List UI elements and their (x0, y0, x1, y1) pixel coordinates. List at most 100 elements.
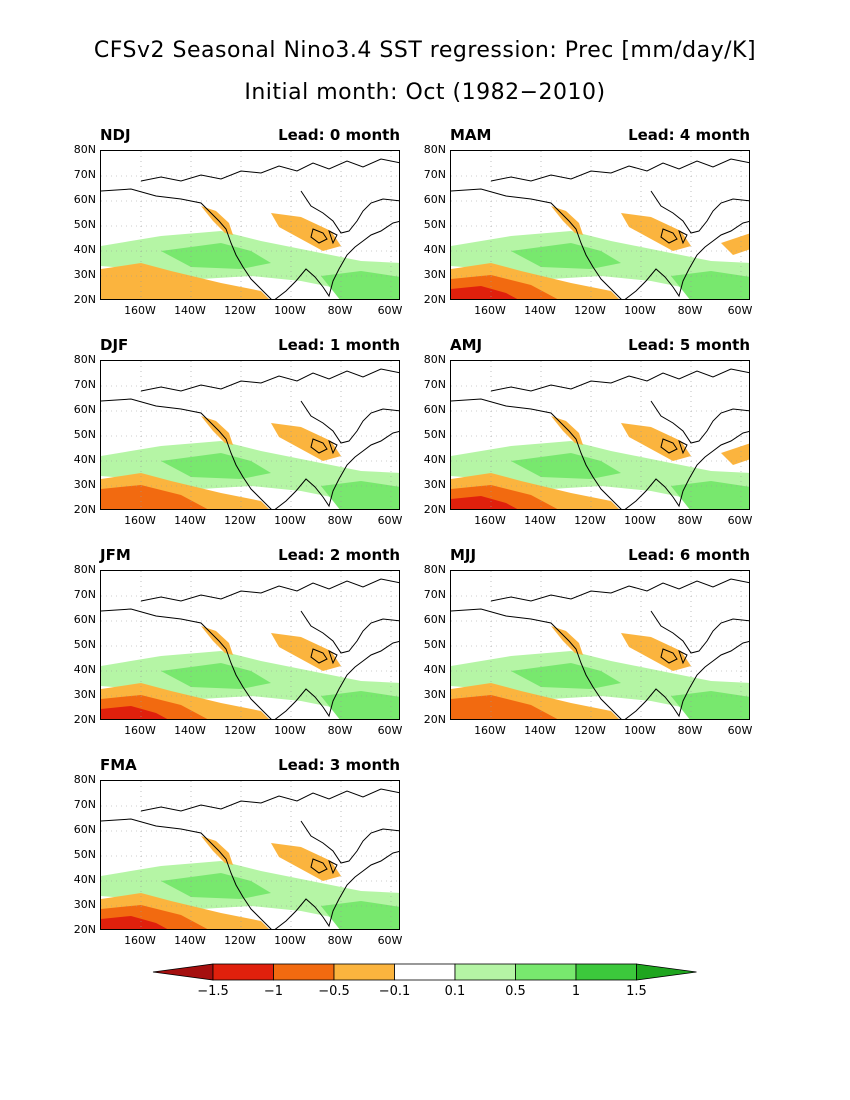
anomaly-contour (551, 206, 583, 235)
longitude-tick-label: 60W (727, 724, 753, 737)
anomaly-contour (101, 706, 168, 719)
map-panel (450, 360, 750, 510)
anomaly-contour (201, 626, 233, 655)
latitude-tick-label: 80N (73, 563, 96, 576)
anomaly-contour (451, 286, 518, 299)
latitude-tick-label: 30N (73, 898, 96, 911)
coastline (101, 398, 399, 509)
arctic-coastline (140, 788, 399, 864)
longitude-tick-label: 60W (377, 724, 403, 737)
latitude-tick-label: 30N (73, 268, 96, 281)
latitude-tick-label: 70N (73, 168, 96, 181)
panel-season-label: AMJ (450, 336, 483, 354)
anomaly-contour (511, 663, 621, 689)
latitude-tick-label: 60N (73, 403, 96, 416)
coastline (101, 188, 399, 299)
latitude-tick-label: 20N (73, 923, 96, 936)
longitude-tick-label: 160W (124, 304, 156, 317)
anomaly-contour (451, 496, 518, 509)
longitude-tick-label: 80W (327, 934, 353, 947)
latitude-tick-label: 70N (73, 588, 96, 601)
latitude-tick-label: 50N (73, 428, 96, 441)
longitude-tick-label: 100W (274, 304, 306, 317)
colorbar-tick-label: 0.5 (505, 984, 526, 999)
arctic-coastline (490, 158, 749, 234)
latitude-tick-label: 60N (73, 193, 96, 206)
longitude-tick-label: 140W (524, 514, 556, 527)
anomaly-contour (721, 233, 749, 255)
longitude-tick-label: 60W (727, 514, 753, 527)
latitude-tick-label: 40N (73, 873, 96, 886)
latitude-tick-label: 60N (423, 403, 446, 416)
latitude-tick-label: 40N (423, 663, 446, 676)
map-panel (100, 150, 400, 300)
latitude-tick-label: 50N (423, 218, 446, 231)
great-lakes (310, 858, 338, 875)
longitude-tick-label: 120W (574, 304, 606, 317)
latitude-tick-label: 30N (423, 478, 446, 491)
panel-lead-label: Lead: 2 month (278, 546, 400, 564)
regression-map (101, 781, 399, 929)
panel-lead-label: Lead: 4 month (628, 126, 750, 144)
arctic-coastline (140, 368, 399, 444)
regression-map (451, 151, 749, 299)
regression-map (101, 151, 399, 299)
colorbar-tick-label: 0.1 (444, 984, 466, 999)
map-panel (450, 570, 750, 720)
anomaly-contour (511, 243, 621, 269)
latitude-tick-label: 60N (73, 613, 96, 626)
anomaly-contour (201, 836, 233, 865)
latitude-tick-label: 50N (73, 638, 96, 651)
anomaly-contour (671, 691, 749, 719)
panel-lead-label: Lead: 6 month (628, 546, 750, 564)
arctic-coastline (140, 158, 399, 234)
latitude-tick-label: 70N (73, 378, 96, 391)
latitude-tick-label: 30N (73, 688, 96, 701)
anomaly-contour (101, 916, 168, 929)
longitude-tick-label: 120W (224, 514, 256, 527)
panel-season-label: JFM (100, 546, 131, 564)
anomaly-contour (621, 633, 691, 671)
latitude-tick-label: 60N (423, 193, 446, 206)
map-panel (450, 150, 750, 300)
longitude-tick-label: 140W (524, 724, 556, 737)
anomaly-contour (201, 416, 233, 445)
longitude-tick-label: 80W (327, 724, 353, 737)
panel-season-label: NDJ (100, 126, 131, 144)
longitude-tick-label: 160W (124, 514, 156, 527)
latitude-tick-label: 70N (423, 378, 446, 391)
longitude-tick-label: 80W (327, 304, 353, 317)
latitude-tick-label: 30N (73, 478, 96, 491)
latitude-tick-label: 70N (423, 588, 446, 601)
latitude-tick-label: 20N (423, 293, 446, 306)
anomaly-contour (451, 695, 558, 719)
colorbar-segment (273, 963, 335, 981)
coastline (101, 608, 399, 719)
map-panel (100, 780, 400, 930)
latitude-tick-label: 40N (73, 243, 96, 256)
colorbar-segment (212, 963, 274, 981)
great-lakes (660, 438, 688, 455)
arctic-coastline (490, 578, 749, 654)
great-lakes (660, 648, 688, 665)
map-panel (100, 570, 400, 720)
longitude-tick-label: 120W (224, 934, 256, 947)
regression-map (101, 361, 399, 509)
colorbar-tick-label: −1.5 (197, 984, 229, 999)
latitude-tick-label: 20N (73, 503, 96, 516)
panel-lead-label: Lead: 0 month (278, 126, 400, 144)
latitude-tick-label: 60N (423, 613, 446, 626)
latitude-tick-label: 40N (73, 453, 96, 466)
longitude-tick-label: 140W (524, 304, 556, 317)
latitude-tick-label: 50N (423, 638, 446, 651)
anomaly-contour (511, 453, 621, 479)
latitude-tick-label: 20N (73, 713, 96, 726)
latitude-tick-label: 70N (423, 168, 446, 181)
colorbar-min-arrow (152, 963, 214, 981)
latitude-tick-label: 20N (423, 713, 446, 726)
colorbar-segment (575, 963, 637, 981)
longitude-tick-label: 60W (727, 304, 753, 317)
longitude-tick-label: 160W (474, 724, 506, 737)
anomaly-contour (721, 443, 749, 465)
latitude-tick-label: 40N (73, 663, 96, 676)
